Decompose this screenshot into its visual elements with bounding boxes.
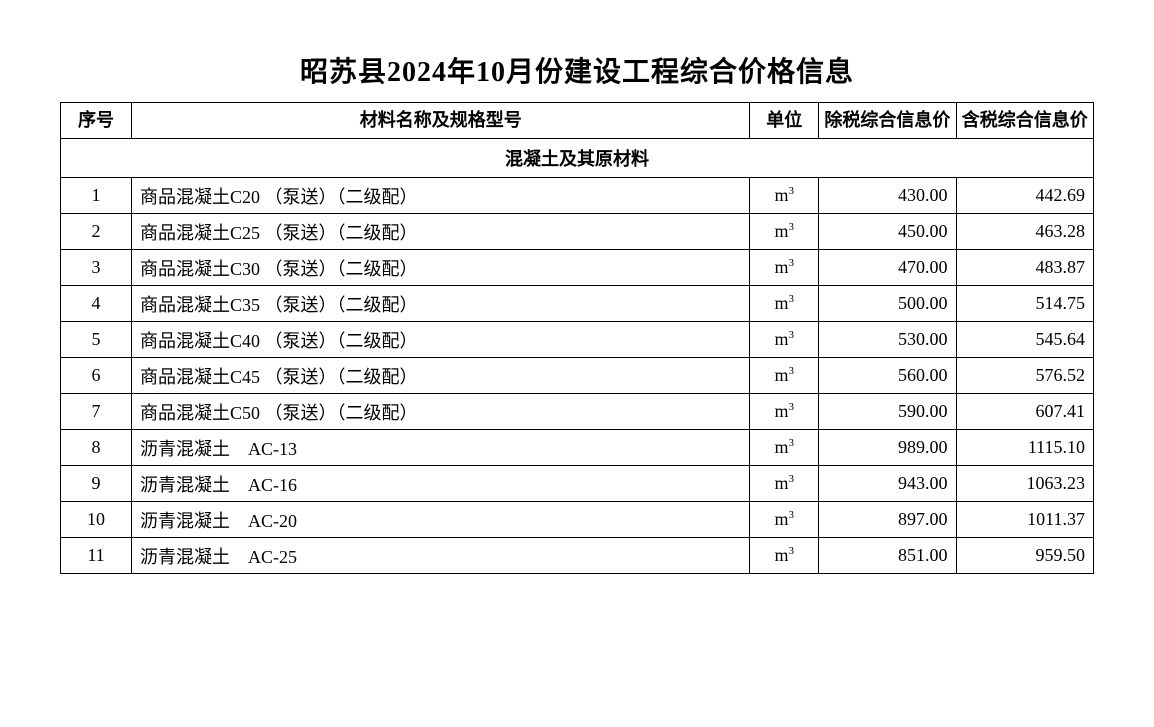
section-header: 混凝土及其原材料: [61, 139, 1094, 178]
cell-price-excl: 450.00: [819, 214, 956, 250]
cell-price-incl: 1115.10: [956, 430, 1093, 466]
cell-seq: 11: [61, 538, 132, 574]
table-row: 10沥青混凝土 AC-20m3897.001011.37: [61, 502, 1094, 538]
table-header-row: 序号 材料名称及规格型号 单位 除税综合信息价 含税综合信息价: [61, 103, 1094, 139]
table-row: 9沥青混凝土 AC-16m3943.001063.23: [61, 466, 1094, 502]
cell-material-name: 商品混凝土C20 （泵送）（二级配）: [132, 178, 750, 214]
cell-price-excl: 500.00: [819, 286, 956, 322]
cell-seq: 4: [61, 286, 132, 322]
table-row: 1商品混凝土C20 （泵送）（二级配）m3430.00442.69: [61, 178, 1094, 214]
cell-price-incl: 545.64: [956, 322, 1093, 358]
cell-material-name: 商品混凝土C25 （泵送）（二级配）: [132, 214, 750, 250]
cell-price-excl: 851.00: [819, 538, 956, 574]
cell-unit: m3: [750, 250, 819, 286]
cell-material-name: 沥青混凝土 AC-16: [132, 466, 750, 502]
cell-price-incl: 483.87: [956, 250, 1093, 286]
cell-price-incl: 514.75: [956, 286, 1093, 322]
cell-unit: m3: [750, 214, 819, 250]
cell-material-name: 沥青混凝土 AC-13: [132, 430, 750, 466]
cell-seq: 7: [61, 394, 132, 430]
table-row: 8沥青混凝土 AC-13m3989.001115.10: [61, 430, 1094, 466]
cell-material-name: 商品混凝土C50 （泵送）（二级配）: [132, 394, 750, 430]
section-header-row: 混凝土及其原材料: [61, 139, 1094, 178]
cell-material-name: 商品混凝土C35 （泵送）（二级配）: [132, 286, 750, 322]
table-body: 混凝土及其原材料 1商品混凝土C20 （泵送）（二级配）m3430.00442.…: [61, 139, 1094, 574]
cell-price-incl: 463.28: [956, 214, 1093, 250]
table-row: 2商品混凝土C25 （泵送）（二级配）m3450.00463.28: [61, 214, 1094, 250]
cell-seq: 9: [61, 466, 132, 502]
col-header-unit: 单位: [750, 103, 819, 139]
cell-unit: m3: [750, 430, 819, 466]
table-row: 6商品混凝土C45 （泵送）（二级配）m3560.00576.52: [61, 358, 1094, 394]
cell-price-excl: 989.00: [819, 430, 956, 466]
table-row: 7商品混凝土C50 （泵送）（二级配）m3590.00607.41: [61, 394, 1094, 430]
cell-seq: 5: [61, 322, 132, 358]
price-table: 序号 材料名称及规格型号 单位 除税综合信息价 含税综合信息价 混凝土及其原材料…: [60, 102, 1094, 574]
cell-price-incl: 607.41: [956, 394, 1093, 430]
cell-price-excl: 560.00: [819, 358, 956, 394]
cell-material-name: 沥青混凝土 AC-20: [132, 502, 750, 538]
cell-seq: 3: [61, 250, 132, 286]
cell-price-excl: 530.00: [819, 322, 956, 358]
cell-price-incl: 1063.23: [956, 466, 1093, 502]
cell-material-name: 商品混凝土C45 （泵送）（二级配）: [132, 358, 750, 394]
cell-seq: 1: [61, 178, 132, 214]
cell-price-excl: 897.00: [819, 502, 956, 538]
cell-material-name: 商品混凝土C30 （泵送）（二级配）: [132, 250, 750, 286]
cell-price-incl: 442.69: [956, 178, 1093, 214]
cell-unit: m3: [750, 322, 819, 358]
col-header-name: 材料名称及规格型号: [132, 103, 750, 139]
col-header-seq: 序号: [61, 103, 132, 139]
page-title: 昭苏县2024年10月份建设工程综合价格信息: [60, 50, 1094, 90]
cell-seq: 8: [61, 430, 132, 466]
cell-material-name: 商品混凝土C40 （泵送）（二级配）: [132, 322, 750, 358]
cell-material-name: 沥青混凝土 AC-25: [132, 538, 750, 574]
cell-price-excl: 590.00: [819, 394, 956, 430]
cell-price-incl: 959.50: [956, 538, 1093, 574]
col-header-price-incl: 含税综合信息价: [956, 103, 1093, 139]
cell-unit: m3: [750, 502, 819, 538]
cell-price-excl: 943.00: [819, 466, 956, 502]
cell-unit: m3: [750, 286, 819, 322]
cell-price-excl: 430.00: [819, 178, 956, 214]
table-row: 5商品混凝土C40 （泵送）（二级配）m3530.00545.64: [61, 322, 1094, 358]
cell-unit: m3: [750, 538, 819, 574]
table-row: 3商品混凝土C30 （泵送）（二级配）m3470.00483.87: [61, 250, 1094, 286]
cell-unit: m3: [750, 358, 819, 394]
cell-unit: m3: [750, 466, 819, 502]
col-header-price-excl: 除税综合信息价: [819, 103, 956, 139]
cell-price-incl: 1011.37: [956, 502, 1093, 538]
cell-unit: m3: [750, 394, 819, 430]
cell-seq: 6: [61, 358, 132, 394]
cell-price-excl: 470.00: [819, 250, 956, 286]
table-row: 4商品混凝土C35 （泵送）（二级配）m3500.00514.75: [61, 286, 1094, 322]
cell-unit: m3: [750, 178, 819, 214]
table-row: 11沥青混凝土 AC-25m3851.00959.50: [61, 538, 1094, 574]
cell-seq: 10: [61, 502, 132, 538]
cell-price-incl: 576.52: [956, 358, 1093, 394]
cell-seq: 2: [61, 214, 132, 250]
